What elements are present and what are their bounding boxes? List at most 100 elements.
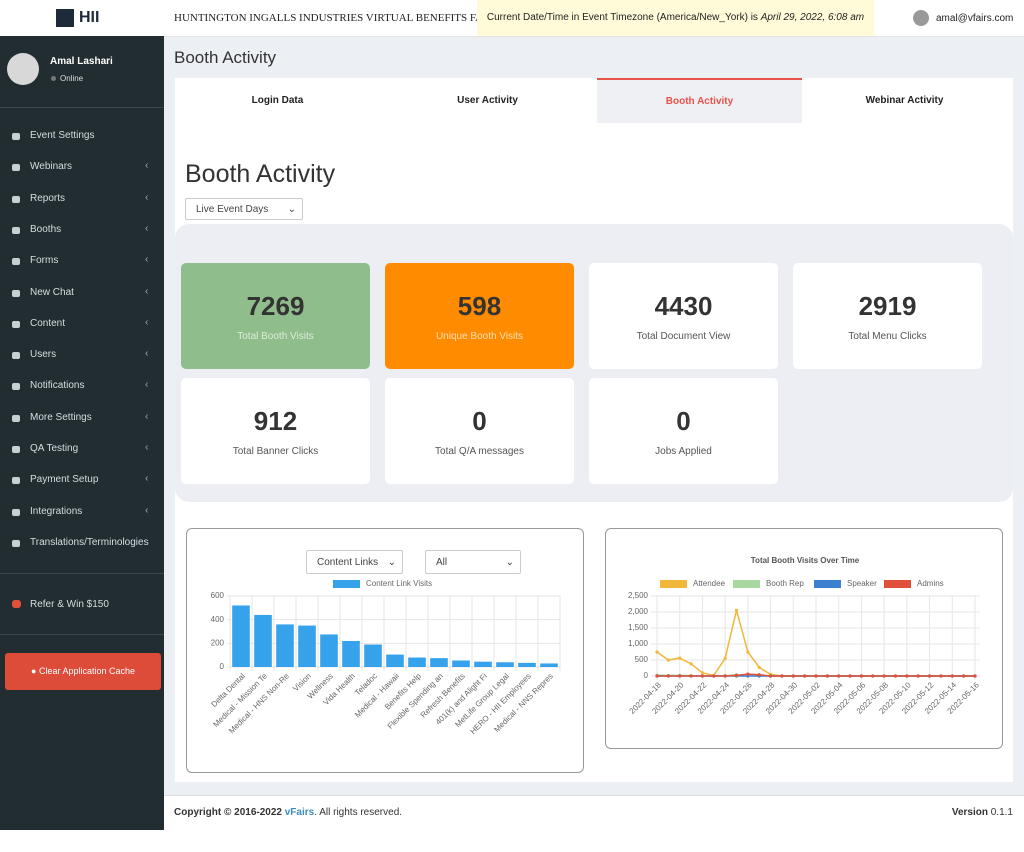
menu-item[interactable]: New Chat <box>30 286 74 298</box>
logo-icon <box>56 9 74 27</box>
point <box>814 674 818 678</box>
menu-item[interactable]: Notifications <box>30 380 85 392</box>
y-tick-label: 1,500 <box>628 623 649 632</box>
menu-item[interactable]: More Settings <box>30 411 92 423</box>
refer-link[interactable]: Refer & Win $150 <box>30 599 109 610</box>
version: Version 0.1.1 <box>952 807 1013 818</box>
status-dot <box>51 76 56 81</box>
menu-item[interactable]: Webinars <box>30 161 73 173</box>
bar <box>408 657 426 667</box>
point <box>962 674 966 678</box>
tab[interactable]: Webinar Activity <box>865 95 944 106</box>
point <box>848 674 852 678</box>
footer <box>164 795 1024 831</box>
rights: . All rights reserved. <box>314 807 403 818</box>
point <box>746 650 750 654</box>
point <box>666 674 670 678</box>
clear-cache-button[interactable]: ● Clear Application Cache <box>5 653 161 690</box>
bar <box>518 662 536 667</box>
menu-icon <box>12 164 20 172</box>
bar <box>320 634 338 667</box>
tab-active[interactable]: Booth Activity <box>597 78 802 123</box>
y-tick-label: 0 <box>220 662 225 671</box>
y-tick-label: 600 <box>211 591 225 600</box>
point <box>791 674 795 678</box>
chart-filter[interactable]: Content Links ⌄ <box>306 550 403 574</box>
point <box>950 674 954 678</box>
bar <box>474 661 492 667</box>
legend-label: Admins <box>917 579 944 588</box>
chevron: ⌄ <box>387 557 396 568</box>
point <box>973 674 977 678</box>
menu-icon <box>12 258 20 266</box>
filter-label: Live Event Days <box>196 204 269 215</box>
stat-label: Total Document View <box>636 331 731 342</box>
bar <box>342 640 360 667</box>
point <box>939 674 943 678</box>
menu-item[interactable]: QA Testing <box>30 443 79 454</box>
point <box>871 674 875 678</box>
line-chart: Total Booth Visits Over Time 0 500 1,000 1,5… <box>628 556 982 716</box>
point <box>757 673 761 677</box>
menu-icon <box>12 320 20 328</box>
menu-item[interactable]: Event Settings <box>30 130 95 141</box>
filter-select[interactable]: Live Event Days ⌄ <box>185 198 303 220</box>
point <box>757 665 761 669</box>
bar <box>276 624 294 667</box>
menu-item[interactable]: Payment Setup <box>30 474 99 486</box>
tab[interactable]: User Activity <box>457 95 518 106</box>
menu-icon <box>12 539 20 547</box>
point <box>859 674 864 678</box>
stat-value: 0 <box>472 406 487 436</box>
stat-label: Unique Booth Visits <box>435 331 524 342</box>
point <box>780 674 784 678</box>
version-label: Version <box>951 807 988 818</box>
point <box>927 674 932 678</box>
chevron: ‹ <box>145 191 149 203</box>
menu-item[interactable]: Reports <box>30 192 66 204</box>
bar <box>298 625 316 667</box>
point <box>734 673 739 677</box>
bar <box>452 660 470 667</box>
point <box>882 674 886 678</box>
point <box>893 674 898 678</box>
menu-item[interactable]: Booths <box>30 223 62 235</box>
legend-swatch <box>660 580 687 588</box>
chevron: ‹ <box>145 316 149 328</box>
stat-card: 4430 Total Document View <box>589 263 778 369</box>
point <box>825 674 829 678</box>
stat-card: 7269 Total Booth Visits <box>181 263 370 369</box>
tab[interactable]: Login Data <box>251 95 304 106</box>
chevron: ‹ <box>145 442 149 453</box>
menu-item[interactable]: Integrations <box>30 505 83 517</box>
menu-item[interactable]: Users <box>30 349 57 361</box>
stat-label: Total Menu Clicks <box>848 331 927 342</box>
stat-value: 7269 <box>246 291 305 321</box>
menu-icon <box>12 477 20 485</box>
datetime-box: Current Date/Time in Event Timezone (Ame… <box>477 0 874 36</box>
point <box>678 674 682 678</box>
bar <box>386 654 404 667</box>
avatar <box>7 53 39 85</box>
point <box>916 674 920 678</box>
point <box>905 674 909 678</box>
point <box>700 671 705 675</box>
user-icon[interactable] <box>913 10 929 26</box>
bar <box>364 644 382 667</box>
chevron: ‹ <box>145 379 149 391</box>
user-email[interactable]: amal@vfairs.com <box>936 13 1014 24</box>
y-tick-label: 200 <box>211 638 225 647</box>
menu-item[interactable]: Forms <box>30 255 59 267</box>
section-title: Booth Activity <box>185 160 336 188</box>
menu-icon <box>12 195 20 203</box>
bar <box>430 658 448 667</box>
stat-label: Jobs Applied <box>655 446 712 457</box>
datetime: April 29, 2022, 6:08 am <box>760 12 865 23</box>
chart-filter[interactable]: All ⌄ <box>425 550 521 574</box>
menu-item[interactable]: Content <box>30 317 66 329</box>
menu-icon <box>12 133 20 140</box>
brand-link[interactable]: vFairs <box>284 807 315 818</box>
copyright-text: Copyright © 2016-2022 <box>174 807 282 818</box>
line-chart-box <box>605 528 1003 749</box>
menu-item[interactable]: Translations/Terminologies <box>30 536 149 548</box>
